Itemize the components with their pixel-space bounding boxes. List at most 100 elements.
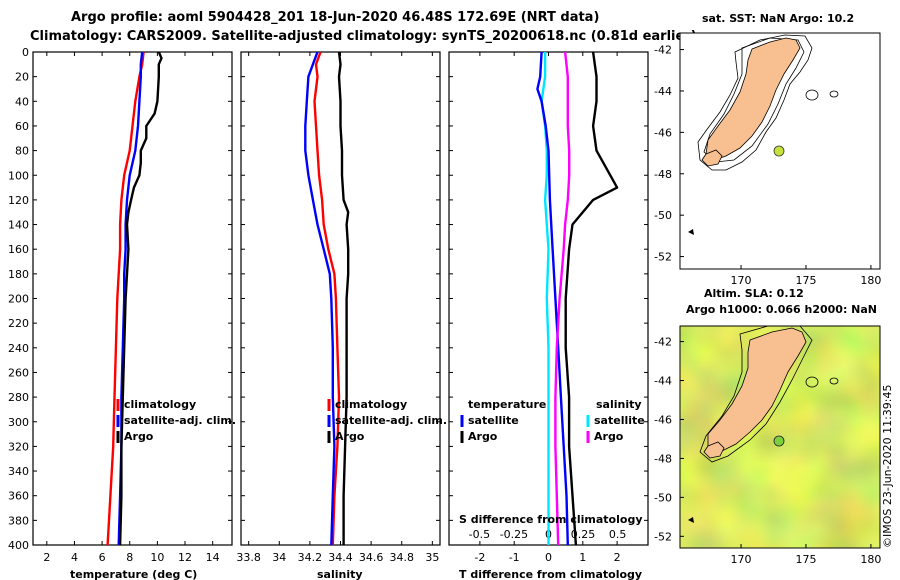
depth-tick-label: 60 xyxy=(15,120,29,133)
map-lon-label: 180 xyxy=(860,274,881,287)
x-tick-label: 35 xyxy=(425,551,439,564)
salinity-x-axis: 33.8 34 34.2 34.4 34.6 34.8 35 xyxy=(236,52,439,564)
map-lat-label: -50 xyxy=(654,209,672,222)
legend-label-climatology: climatology xyxy=(124,398,196,411)
x-tick-label: 34.2 xyxy=(298,551,323,564)
series-line-salinity-argo xyxy=(554,52,571,545)
map-lat-label: -52 xyxy=(654,251,672,264)
map-lon-label: 180 xyxy=(860,553,881,566)
sla-island-contour xyxy=(829,377,839,385)
map-lat-label: -46 xyxy=(654,413,672,426)
temperature-xlabel: temperature (deg C) xyxy=(70,568,197,580)
sst-island-contour xyxy=(829,90,839,98)
legend-label-salinity-satellite: satellite xyxy=(594,414,645,427)
depth-tick-label: 200 xyxy=(8,293,29,306)
x-tick-label: 2 xyxy=(43,551,50,564)
depth-tick-label: 380 xyxy=(8,514,29,527)
x-tick-label: 34.8 xyxy=(389,551,414,564)
sla-auckland-islands xyxy=(688,517,694,523)
top-x-tick-label: -0.25 xyxy=(500,528,528,541)
x-tick-label: 0 xyxy=(545,551,552,564)
legend-label-argo: Argo xyxy=(124,430,154,443)
sst-map-area xyxy=(680,33,880,269)
map-lat-label: -44 xyxy=(654,375,672,388)
x-tick-label: 6 xyxy=(99,551,106,564)
legend-heading-salinity: salinity xyxy=(596,398,642,411)
map-lat-label: -48 xyxy=(654,168,672,181)
x-tick-label: -2 xyxy=(474,551,485,564)
depth-tick-label: 40 xyxy=(15,95,29,108)
series-line-climatology xyxy=(106,52,145,545)
temperature-x-axis: 2 4 6 8 10 12 14 xyxy=(43,52,220,564)
map-lon-label: 170 xyxy=(731,274,752,287)
map-lat-label: -52 xyxy=(654,530,672,543)
x-tick-label: 34 xyxy=(272,551,286,564)
sla-shelf-contour xyxy=(699,326,813,463)
depth-tick-label: 320 xyxy=(8,440,29,453)
map-lon-label: 175 xyxy=(795,553,816,566)
x-tick-label: 2 xyxy=(614,551,621,564)
depth-tick-label: 120 xyxy=(8,194,29,207)
depth-tick-label: 100 xyxy=(8,169,29,182)
x-tick-label: 1 xyxy=(579,551,586,564)
map-lat-label: -42 xyxy=(654,336,672,349)
series-line-climatology xyxy=(313,52,341,545)
map-lat-label: -46 xyxy=(654,126,672,139)
series-line-temperature-argo xyxy=(564,52,619,545)
sst-depth-contour xyxy=(697,34,813,171)
difference-top-xlabel: S difference from climatology xyxy=(459,513,643,526)
depth-tick-label: 360 xyxy=(8,490,29,503)
x-tick-label: 8 xyxy=(126,551,133,564)
x-tick-label: 34.4 xyxy=(328,551,353,564)
depth-tick-label: 260 xyxy=(8,366,29,379)
x-tick-label: 12 xyxy=(178,551,192,564)
map-lat-label: -42 xyxy=(654,44,672,57)
x-tick-label: 14 xyxy=(206,551,220,564)
map-lat-label: -48 xyxy=(654,452,672,465)
figure-title-line2: Climatology: CARS2009. Satellite-adjuste… xyxy=(30,29,697,44)
sst-map-title: sat. SST: NaN Argo: 10.2 xyxy=(702,12,854,25)
map-lon-label: 175 xyxy=(795,274,816,287)
depth-tick-label: 340 xyxy=(8,465,29,478)
depth-tick-label: 80 xyxy=(15,145,29,158)
sla-map-axes: 170 175 180 -42 -44 -46 -48 -50 -52 xyxy=(654,336,881,566)
sla-argo-marker xyxy=(773,435,785,447)
legend-label-salinity-argo: Argo xyxy=(594,430,624,443)
depth-tick-label: 160 xyxy=(8,243,29,256)
legend-label-satellite: satellite-adj. clim. xyxy=(335,414,447,427)
map-lon-label: 170 xyxy=(731,553,752,566)
sla-map-area xyxy=(680,326,880,548)
sla-south-island xyxy=(707,327,807,453)
x-tick-label: 33.8 xyxy=(236,551,261,564)
x-tick-label: -1 xyxy=(509,551,520,564)
map-lat-label: -50 xyxy=(654,491,672,504)
depth-tick-label: 20 xyxy=(15,71,29,84)
difference-x-axis: -2 -1 0 1 2-0.5 -0.25 0 0.25 0.5 xyxy=(469,52,627,564)
depth-tick-label: 400 xyxy=(8,539,29,552)
imos-credit: ©IMOS 23-Jun-2020 11:39:45 xyxy=(881,384,894,548)
sla-chatham-contour xyxy=(805,376,819,388)
sst-map-frame xyxy=(679,32,881,270)
depth-tick-label: 220 xyxy=(8,317,29,330)
depth-tick-label: 0 xyxy=(22,46,29,59)
sst-argo-marker xyxy=(773,145,785,157)
map-lat-label: -44 xyxy=(654,85,672,98)
sla-map-frame xyxy=(679,325,881,549)
sst-shelf-contour xyxy=(703,37,805,163)
depth-tick-label: 240 xyxy=(8,342,29,355)
x-tick-label: 4 xyxy=(71,551,78,564)
difference-xlabel: T difference from climatology xyxy=(459,568,642,580)
difference-series xyxy=(536,52,619,545)
salinity-xlabel: salinity xyxy=(317,568,363,580)
sst-map-axes: 170 175 180 -42 -44 -46 -48 -50 -52 xyxy=(654,44,881,287)
sla-map-title-line2: Argo h1000: 0.066 h2000: NaN xyxy=(686,303,877,316)
top-x-tick-label: 0.5 xyxy=(609,528,627,541)
depth-tick-label: 280 xyxy=(8,391,29,404)
depth-axis: 0 20 40 60 80 100 120 140 160 180 200 220 240 260 280 3… xyxy=(8,46,648,552)
sst-south-island xyxy=(705,37,801,161)
legend-label-temperature-satellite: satellite xyxy=(468,414,519,427)
sla-map-title-line1: Altim. SLA: 0.12 xyxy=(704,287,804,300)
legend-label-argo: Argo xyxy=(335,430,365,443)
temperature-legend: climatology satellite-adj. clim. Argo xyxy=(116,398,236,443)
